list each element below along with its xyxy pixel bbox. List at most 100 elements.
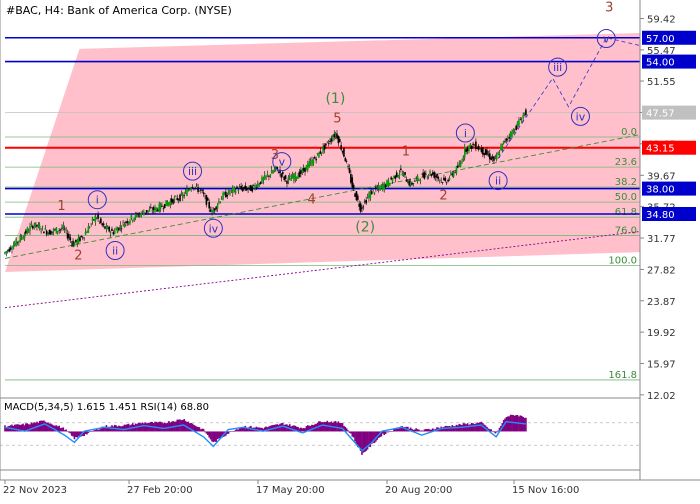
macd-bar xyxy=(344,426,347,432)
macd-bar xyxy=(19,424,22,432)
wave-label: 2 xyxy=(74,248,82,263)
macd-bar xyxy=(473,424,476,432)
macd-bar xyxy=(25,423,27,432)
candle-bull xyxy=(33,225,35,227)
candle-bull xyxy=(269,174,272,177)
wave-label: iv xyxy=(576,110,586,123)
wave-circle xyxy=(570,106,590,126)
candle-bear xyxy=(433,172,436,178)
candle-bear xyxy=(202,192,205,194)
macd-bar xyxy=(212,431,215,443)
candle-bear xyxy=(504,141,506,142)
macd-bar xyxy=(26,423,29,432)
macd-bar xyxy=(359,431,362,451)
candle-bear xyxy=(108,226,110,232)
macd-bar xyxy=(470,422,473,432)
time-tick-label: 22 Nov 2023 xyxy=(3,485,67,496)
macd-bar xyxy=(291,425,294,432)
candle-bear xyxy=(519,119,522,120)
candle-bull xyxy=(311,159,313,166)
macd-bar xyxy=(109,426,112,432)
candle-bull xyxy=(386,180,388,186)
candle-bear xyxy=(302,168,305,171)
macd-bar xyxy=(45,422,48,432)
candle-bull xyxy=(462,156,465,161)
macd-bar xyxy=(398,428,401,432)
candle-bull xyxy=(37,224,40,227)
macd-bar xyxy=(22,423,24,432)
candle-bear xyxy=(472,143,474,145)
resistance-box xyxy=(642,30,696,45)
candle-bear xyxy=(226,194,229,197)
time-tick-label: 17 May 20:00 xyxy=(256,485,325,496)
candle-bear xyxy=(355,191,358,201)
candle-bear xyxy=(282,172,284,175)
macd-bar xyxy=(416,429,419,432)
candle-bear xyxy=(357,195,359,200)
macd-bar xyxy=(334,420,337,432)
candle-bear xyxy=(280,173,283,178)
candle-bull xyxy=(523,112,526,115)
candle-bull xyxy=(20,237,23,239)
wave-label: 1 xyxy=(402,144,410,159)
candle-bear xyxy=(394,175,397,179)
macd-bar xyxy=(23,425,26,432)
macd-bar xyxy=(452,426,455,432)
wave-label: v xyxy=(603,33,610,46)
macd-bar xyxy=(327,422,330,432)
macd-bar xyxy=(261,427,263,432)
macd-bar xyxy=(372,431,374,443)
candle-bull xyxy=(322,146,324,152)
candle-bull xyxy=(382,185,384,190)
candle-bear xyxy=(205,195,208,205)
wave-label: i xyxy=(464,127,467,140)
candle-bear xyxy=(244,185,247,190)
macd-bar xyxy=(211,431,213,442)
macd-bar xyxy=(27,424,30,432)
price-tick-label: 27.82 xyxy=(647,265,676,276)
candle-bull xyxy=(368,194,370,198)
macd-bar xyxy=(343,425,345,432)
candle-bull xyxy=(133,218,135,221)
candle-bear xyxy=(465,149,467,152)
candle-bear xyxy=(170,198,173,203)
macd-bar xyxy=(145,423,148,432)
macd-bar xyxy=(104,426,106,432)
macd-bar xyxy=(425,428,427,432)
wave-circle xyxy=(87,190,107,210)
macd-bar xyxy=(302,428,305,432)
macd-bar xyxy=(29,424,31,432)
candle-bear xyxy=(112,232,115,235)
macd-bar xyxy=(427,428,430,432)
candle-bear xyxy=(315,158,317,161)
macd-bar xyxy=(393,428,395,432)
macd-bar xyxy=(295,426,298,432)
candle-bear xyxy=(97,214,99,219)
candle-bull xyxy=(220,198,223,200)
candle-bull xyxy=(427,174,430,176)
macd-bar xyxy=(341,423,344,432)
candle-bear xyxy=(162,208,165,210)
macd-bar xyxy=(469,424,472,432)
candle-bear xyxy=(83,237,85,239)
candle-bull xyxy=(230,190,233,191)
macd-bar xyxy=(213,431,216,442)
candle-bull xyxy=(166,202,169,206)
candle-bear xyxy=(136,213,138,215)
macd-bar xyxy=(41,420,44,432)
macd-bar xyxy=(159,421,162,432)
chart-header: #BAC, H4: Bank of America Corp. (NYSE) xyxy=(6,4,232,17)
candle-bull xyxy=(91,218,94,221)
macd-bar xyxy=(70,431,73,436)
macd-bar xyxy=(418,429,420,432)
macd-bar xyxy=(101,426,104,432)
candle-bull xyxy=(301,169,304,173)
candle-bull xyxy=(87,226,90,233)
candle-bull xyxy=(186,188,188,196)
candle-bear xyxy=(300,170,302,174)
candle-bull xyxy=(13,243,16,246)
wave-circle xyxy=(548,57,568,77)
macd-bar xyxy=(461,425,463,432)
macd-bar xyxy=(40,420,42,432)
